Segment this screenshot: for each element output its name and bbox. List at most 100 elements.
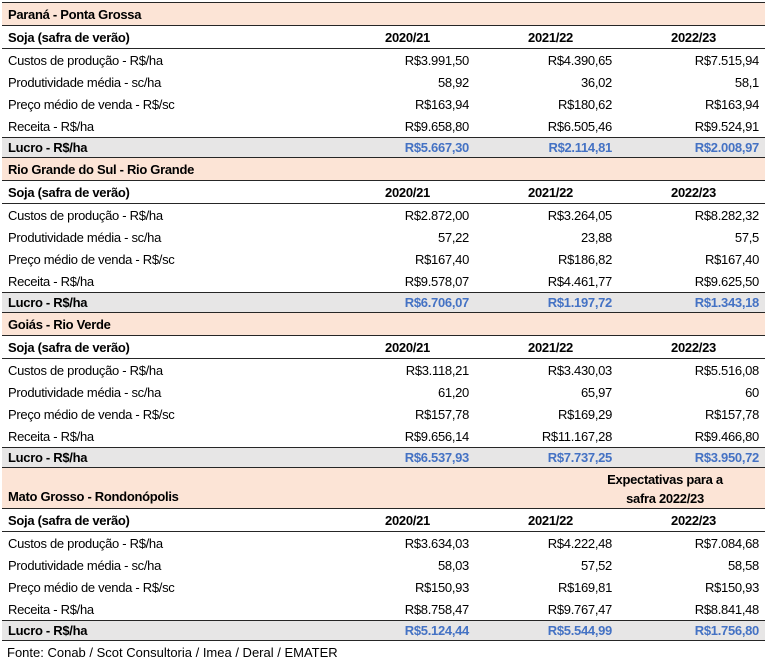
- row-label: Receita - R$/ha: [8, 601, 94, 617]
- value-2021-22: R$9.767,47: [547, 601, 613, 617]
- row-label: Custos de produção - R$/ha: [8, 207, 163, 223]
- product-label: Soja (safra de verão): [8, 339, 130, 355]
- value-2020-21: R$3.118,21: [405, 362, 470, 378]
- product-label: Soja (safra de verão): [8, 184, 130, 200]
- value-2020-21: R$8.758,47: [404, 601, 470, 617]
- value-2022-23: 60: [745, 384, 759, 400]
- value-2021-22: R$186,82: [558, 251, 612, 267]
- col-header-2022-23: 2022/23: [671, 339, 716, 355]
- row-label: Receita - R$/ha: [8, 118, 94, 134]
- value-2022-23: R$7.084,68: [694, 535, 760, 551]
- row-label: Preço médio de venda - R$/sc: [8, 579, 175, 595]
- lucro-2021-22: R$7.737,25: [547, 450, 613, 465]
- row-label: Preço médio de venda - R$/sc: [8, 96, 175, 112]
- lucro-2020-21: R$5.124,44: [404, 623, 470, 638]
- table-row-preco: Preço médio de venda - R$/sc R$150,93 R$…: [2, 576, 765, 598]
- row-label: Custos de produção - R$/ha: [8, 52, 163, 68]
- table-row-lucro: Lucro - R$/ha R$5.124,44 R$5.544,99 R$1.…: [2, 620, 765, 641]
- row-label: Receita - R$/ha: [8, 428, 94, 444]
- value-2020-21: R$2.872,00: [404, 207, 470, 223]
- table-row-custos: Custos de produção - R$/ha R$2.872,00 R$…: [2, 204, 765, 226]
- value-2020-21: R$163,94: [415, 96, 469, 112]
- lucro-2022-23: R$1.343,18: [694, 295, 760, 310]
- lucro-2022-23: R$1.756,80: [694, 623, 760, 638]
- value-2021-22: 57,52: [580, 557, 612, 573]
- region-header: Rio Grande do Sul - Rio Grande: [2, 158, 765, 181]
- col-header-2022-23: 2022/23: [671, 184, 716, 200]
- expectation-note-line-1: Expectativas para a: [607, 472, 723, 487]
- value-2022-23: R$5.516,08: [694, 362, 760, 378]
- value-2020-21: R$157,78: [415, 406, 469, 422]
- column-header-row: Soja (safra de verão) 2020/21 2021/22 20…: [2, 509, 765, 532]
- value-2022-23: R$167,40: [705, 251, 759, 267]
- section-goias-rio-verde: Goiás - Rio Verde Soja (safra de verão) …: [2, 313, 765, 468]
- value-2020-21: R$9.578,07: [404, 273, 470, 289]
- lucro-2022-23: R$2.008,97: [694, 140, 760, 155]
- row-label: Produtividade média - sc/ha: [8, 384, 162, 400]
- table-row-receita: Receita - R$/ha R$9.656,14 R$11.167,28 R…: [2, 425, 765, 447]
- row-label: Lucro - R$/ha: [8, 295, 88, 310]
- table-row-lucro: Lucro - R$/ha R$5.667,30 R$2.114,81 R$2.…: [2, 137, 765, 158]
- value-2020-21: 57,22: [437, 229, 469, 245]
- col-header-2020-21: 2020/21: [385, 184, 430, 200]
- value-2022-23: R$163,94: [705, 96, 759, 112]
- value-2021-22: R$11.167,28: [541, 428, 612, 444]
- section-rio-grande-do-sul: Rio Grande do Sul - Rio Grande Soja (saf…: [2, 158, 765, 313]
- value-2020-21: R$150,93: [415, 579, 469, 595]
- table-row-custos: Custos de produção - R$/ha R$3.991,50 R$…: [2, 49, 765, 71]
- value-2021-22: R$3.430,03: [547, 362, 613, 378]
- column-header-row: Soja (safra de verão) 2020/21 2021/22 20…: [2, 181, 765, 204]
- table-row-custos: Custos de produção - R$/ha R$3.118,21 R$…: [2, 359, 765, 381]
- lucro-2021-22: R$2.114,81: [548, 140, 612, 155]
- table-row-produtividade: Produtividade média - sc/ha 58,03 57,52 …: [2, 554, 765, 576]
- value-2022-23: R$9.524,91: [694, 118, 760, 134]
- row-label: Lucro - R$/ha: [8, 623, 88, 638]
- lucro-2021-22: R$1.197,72: [547, 295, 613, 310]
- value-2022-23: R$8.282,32: [694, 207, 760, 223]
- value-2022-23: R$7.515,94: [694, 52, 760, 68]
- value-2021-22: R$4.390,65: [547, 52, 613, 68]
- row-label: Lucro - R$/ha: [8, 140, 88, 155]
- value-2022-23: 58,58: [727, 557, 759, 573]
- table-row-lucro: Lucro - R$/ha R$6.706,07 R$1.197,72 R$1.…: [2, 292, 765, 313]
- region-header: Mato Grosso - Rondonópolis Expectativas …: [2, 468, 765, 509]
- lucro-2022-23: R$3.950,72: [694, 450, 760, 465]
- table-row-custos: Custos de produção - R$/ha R$3.634,03 R$…: [2, 532, 765, 554]
- col-header-2020-21: 2020/21: [385, 339, 430, 355]
- row-label: Preço médio de venda - R$/sc: [8, 406, 175, 422]
- value-2022-23: R$157,78: [705, 406, 759, 422]
- row-label: Produtividade média - sc/ha: [8, 74, 162, 90]
- col-header-2021-22: 2021/22: [528, 184, 573, 200]
- value-2021-22: 65,97: [580, 384, 612, 400]
- value-2020-21: R$3.991,50: [404, 52, 470, 68]
- lucro-2020-21: R$6.537,93: [404, 450, 470, 465]
- soy-profit-table: Paraná - Ponta Grossa Soja (safra de ver…: [2, 2, 765, 641]
- table-row-produtividade: Produtividade média - sc/ha 58,92 36,02 …: [2, 71, 765, 93]
- table-row-preco: Preço médio de venda - R$/sc R$163,94 R$…: [2, 93, 765, 115]
- product-label: Soja (safra de verão): [8, 512, 130, 528]
- value-2021-22: 36,02: [580, 74, 612, 90]
- region-name: Mato Grosso - Rondonópolis: [8, 489, 179, 504]
- section-parana-ponta-grossa: Paraná - Ponta Grossa Soja (safra de ver…: [2, 3, 765, 158]
- col-header-2021-22: 2021/22: [528, 339, 573, 355]
- value-2021-22: R$3.264,05: [547, 207, 613, 223]
- table-row-produtividade: Produtividade média - sc/ha 61,20 65,97 …: [2, 381, 765, 403]
- lucro-2021-22: R$5.544,99: [547, 623, 613, 638]
- value-2020-21: 58,92: [437, 74, 469, 90]
- value-2021-22: R$4.461,77: [547, 273, 613, 289]
- row-label: Custos de produção - R$/ha: [8, 535, 163, 551]
- col-header-2020-21: 2020/21: [385, 29, 430, 45]
- value-2020-21: R$167,40: [415, 251, 469, 267]
- table-row-receita: Receita - R$/ha R$9.578,07 R$4.461,77 R$…: [2, 270, 765, 292]
- value-2021-22: R$180,62: [558, 96, 612, 112]
- value-2021-22: R$4.222,48: [547, 535, 613, 551]
- col-header-2020-21: 2020/21: [385, 512, 430, 528]
- col-header-2022-23: 2022/23: [671, 512, 716, 528]
- value-2021-22: R$6.505,46: [547, 118, 613, 134]
- column-header-row: Soja (safra de verão) 2020/21 2021/22 20…: [2, 336, 765, 359]
- value-2020-21: 61,20: [437, 384, 469, 400]
- col-header-2022-23: 2022/23: [671, 29, 716, 45]
- table-row-receita: Receita - R$/ha R$8.758,47 R$9.767,47 R$…: [2, 598, 765, 620]
- value-2021-22: 23,88: [580, 229, 612, 245]
